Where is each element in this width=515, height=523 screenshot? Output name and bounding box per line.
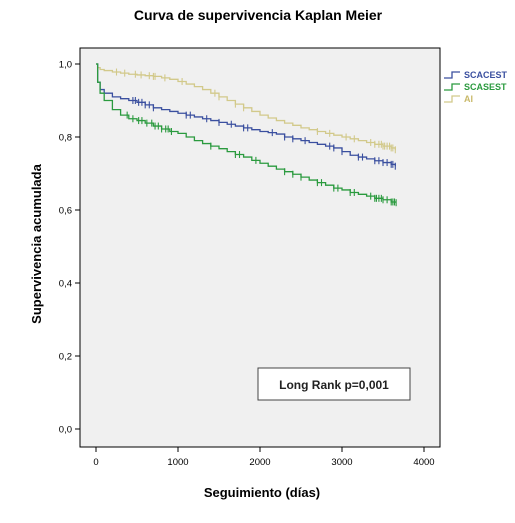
legend: SCACEST SCASEST AI [444, 70, 508, 104]
series-scacest [96, 63, 396, 170]
x-tick-label: 4000 [413, 457, 434, 468]
y-tick-label: 1,0 [59, 60, 72, 71]
y-tick-label: 0,8 [59, 133, 72, 144]
annotation-box [257, 367, 411, 401]
survival-curve-ai [96, 63, 396, 150]
legend-swatch-scacest [444, 71, 460, 79]
legend-swatch-ai [444, 95, 460, 103]
x-tick-label: 3000 [331, 457, 352, 468]
legend-label-ai: AI [464, 94, 473, 104]
chart-title: Curva de supervivencia Kaplan Meier [134, 7, 383, 23]
series-ai [96, 63, 396, 154]
series-layer [96, 63, 397, 207]
legend-label-scacest: SCACEST [464, 70, 508, 80]
y-axis: 0,0 0,2 0,4 0,6 0,8 1,0 [59, 60, 80, 436]
series-scasest [96, 63, 397, 207]
y-tick-label: 0,2 [59, 352, 72, 363]
x-axis-label: Seguimiento (días) [204, 485, 320, 500]
x-tick-label: 0 [93, 457, 98, 468]
x-tick-label: 2000 [249, 457, 270, 468]
y-tick-label: 0,0 [59, 425, 72, 436]
y-tick-label: 0,4 [59, 279, 72, 290]
legend-label-scasest: SCASEST [464, 82, 507, 92]
y-axis-label: Supervivencia acumulada [29, 163, 44, 323]
y-tick-label: 0,6 [59, 206, 72, 217]
legend-swatch-scasest [444, 83, 460, 91]
log-rank-annotation: Long Rank p=0,001 [279, 378, 389, 392]
x-tick-label: 1000 [167, 457, 188, 468]
x-axis: 0 1000 2000 3000 4000 [93, 447, 435, 468]
